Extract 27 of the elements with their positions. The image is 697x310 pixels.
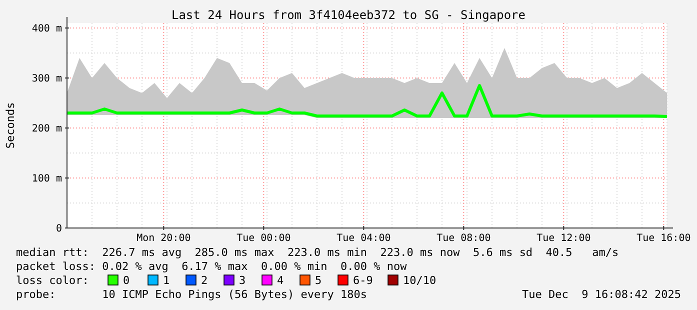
y-tick-label: 400 m: [32, 24, 62, 34]
text: median rtt: 226.7 ms avg 285.0 ms max 223.0 ms min 223.0 ms now 5.6 ms sd 40.5 am/s: [16, 246, 619, 259]
text: 0: [123, 274, 130, 287]
text: packet loss: 0.02 % avg 6.17 % max 0.00 % min 0.00 % now: [16, 260, 408, 273]
line-series: [66, 84, 668, 118]
y-tick-label: 100 m: [32, 174, 62, 184]
x-tick-label: Tue 16:00: [636, 233, 691, 244]
y-tick-label: 200 m: [32, 124, 62, 134]
text: 5: [315, 274, 322, 287]
y-tick-label: 300 m: [32, 74, 62, 84]
text: loss color:: [16, 274, 89, 287]
text: 1: [163, 274, 170, 287]
text: Tue Dec 9 16:08:42 2025: [522, 288, 681, 301]
x-tick-label: Tue 04:00: [336, 233, 391, 244]
x-tick-label: Tue 00:00: [236, 233, 291, 244]
y-axis-title: Seconds: [4, 102, 17, 149]
text: 3: [239, 274, 246, 287]
y-tick-label: 0: [56, 224, 62, 234]
text: 4: [277, 274, 284, 287]
text: 10/10: [403, 274, 436, 287]
text: 6-9: [353, 274, 373, 287]
x-tick-label: Tue 08:00: [436, 233, 491, 244]
x-tick-label: Mon 20:00: [136, 233, 191, 244]
chart-title: Last 24 Hours from 3f4104eeb372 to SG - Singapore: [171, 8, 526, 22]
x-tick-label: Tue 12:00: [536, 233, 591, 244]
text: probe: 10 ICMP Echo Pings (56 Bytes) every 180s: [16, 288, 367, 301]
text: 2: [201, 274, 208, 287]
